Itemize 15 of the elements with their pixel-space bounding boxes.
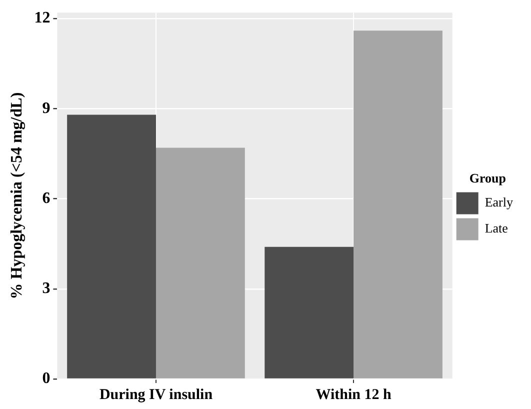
y-axis-title: % Hypoglycemia (<54 mg/dL) — [8, 92, 26, 300]
bar — [264, 246, 354, 378]
y-tick-label: 0 — [42, 370, 50, 388]
bar — [156, 148, 245, 378]
y-tick-label: 3 — [42, 280, 50, 298]
bar — [67, 114, 156, 378]
x-tick-label: During IV insulin — [99, 386, 214, 403]
y-tick-label: 9 — [42, 100, 50, 117]
legend-label: Late — [484, 220, 508, 236]
legend-label: Early — [484, 194, 514, 210]
legend-title: Group — [469, 170, 506, 186]
y-tick-label: 6 — [42, 190, 50, 207]
x-tick-label: Within 12 h — [316, 386, 392, 403]
y-tick-label: 12 — [34, 10, 50, 27]
bar — [354, 30, 442, 378]
